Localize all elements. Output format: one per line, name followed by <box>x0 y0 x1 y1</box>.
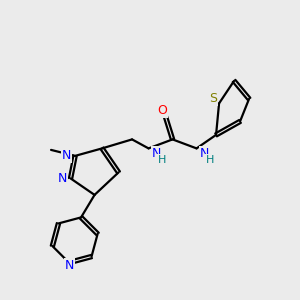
Text: N: N <box>65 259 74 272</box>
Text: O: O <box>157 104 167 117</box>
Text: N: N <box>58 172 67 185</box>
Text: N: N <box>152 147 161 160</box>
Text: H: H <box>158 155 166 165</box>
Text: H: H <box>206 155 214 165</box>
Text: N: N <box>62 149 71 162</box>
Text: N: N <box>200 147 209 160</box>
Text: S: S <box>209 92 217 105</box>
